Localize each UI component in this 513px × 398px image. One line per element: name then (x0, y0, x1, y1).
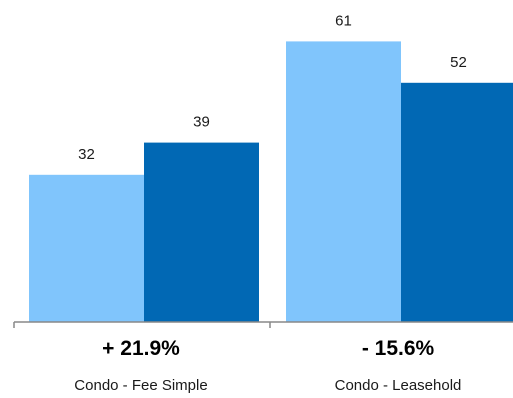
value-label-leasehold-dark: 52 (450, 54, 467, 71)
bar-leasehold-light (286, 41, 401, 323)
bar-fee-simple-light (29, 174, 144, 322)
bar-leasehold-dark (401, 82, 513, 322)
value-labels-layer: 32 39 61 52 (78, 12, 467, 162)
bars-layer (29, 41, 513, 323)
change-label-fee-simple: + 21.9% (102, 337, 180, 360)
category-label-fee-simple: Condo - Fee Simple (74, 377, 207, 394)
change-label-leasehold: - 15.6% (362, 337, 435, 360)
value-label-fee-simple-dark: 39 (193, 114, 210, 131)
category-label-leasehold: Condo - Leasehold (335, 377, 462, 394)
value-label-leasehold-light: 61 (335, 12, 352, 29)
value-label-fee-simple-light: 32 (78, 146, 95, 163)
x-axis (13, 321, 513, 328)
bar-fee-simple-dark (144, 142, 259, 322)
